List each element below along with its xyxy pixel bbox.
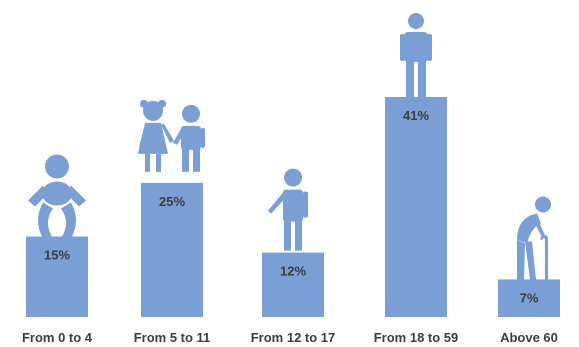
bar-4 xyxy=(385,97,447,317)
teen-icon xyxy=(268,168,308,251)
category-label-4: From 18 to 59 xyxy=(374,330,459,345)
bar-2 xyxy=(141,182,203,317)
adult-icon xyxy=(400,13,432,97)
elderly-icon xyxy=(517,196,551,280)
category-label-2: From 5 to 11 xyxy=(134,330,211,345)
bar-3 xyxy=(262,252,324,317)
bar-1 xyxy=(26,236,88,317)
category-label-3: From 12 to 17 xyxy=(251,330,336,345)
value-label-1: 15% xyxy=(44,248,70,263)
value-label-4: 41% xyxy=(403,108,429,123)
value-label-3: 12% xyxy=(280,264,306,279)
baby-icon xyxy=(28,154,86,239)
value-label-2: 25% xyxy=(159,194,185,209)
value-label-5: 7% xyxy=(520,290,539,305)
bar-5 xyxy=(498,279,560,317)
category-label-1: From 0 to 4 xyxy=(22,330,93,345)
category-label-5: Above 60 xyxy=(500,330,558,345)
children-icon xyxy=(138,99,205,172)
